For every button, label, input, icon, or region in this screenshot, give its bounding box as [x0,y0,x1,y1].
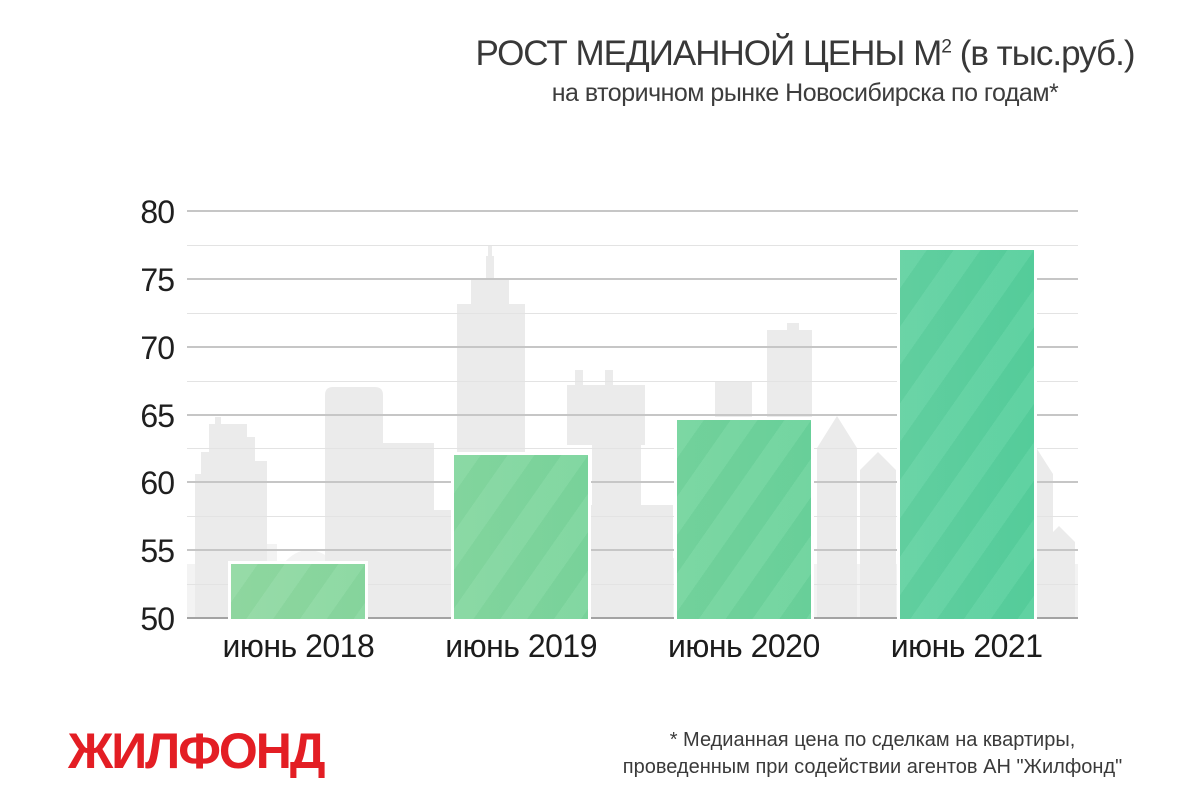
x-tick-label: июнь 2020 [667,628,820,664]
title-superscript: 2 [941,36,952,58]
chart-bar-июнь-2018 [228,560,369,619]
y-tick-label: 70 [140,329,175,366]
chart-bar-июнь-2021 [896,247,1037,619]
gridline-minor [187,448,1078,450]
gridline-major [187,413,1078,416]
title-main: РОСТ МЕДИАННОЙ ЦЕНЫ М [475,34,943,73]
y-tick-label: 75 [140,261,175,298]
gridline-minor [187,244,1078,246]
city-skyline-silhouette [187,246,1078,619]
page-title: РОСТ МЕДИАННОЙ ЦЕНЫ М2 (в тыс.руб.) [420,34,1190,74]
gridline-major [187,481,1078,484]
gridline-minor [187,380,1078,382]
page-subtitle: на вторичном рынке Новосибирска по годам… [551,79,1059,108]
y-tick-label: 55 [140,533,175,570]
gridline-minor [187,312,1078,314]
x-tick-label: июнь 2021 [890,628,1043,664]
y-tick-label: 65 [140,397,175,434]
x-tick-label: июнь 2018 [222,628,375,664]
gridline-minor [187,584,1078,586]
footnote: * Медианная цена по сделкам на квартиры,… [595,727,1150,781]
gridline-major [187,277,1078,280]
footnote-line-1: * Медианная цена по сделкам на квартиры, [669,729,1076,751]
y-tick-label: 60 [140,465,175,502]
footnote-line-2: проведенным при содействии агентов АН "Ж… [622,756,1123,778]
x-tick-label: июнь 2019 [445,628,598,664]
gridline-major [187,345,1078,348]
chart-bar-июнь-2020 [673,416,814,619]
chart-bar-июнь-2019 [451,452,592,619]
gridline-major [187,210,1078,212]
y-tick-label: 80 [140,194,175,230]
gridline-major [187,549,1078,552]
gridline-minor [187,516,1078,518]
title-tail: (в тыс.руб.) [950,34,1136,73]
zhilfond-logo: ЖИЛФОНД [68,723,326,779]
y-tick-label: 50 [140,601,175,637]
axis-baseline [187,617,1078,619]
plot-area: 50 55 60 65 70 75 80 июнь 2018 июнь 2019 июнь 202… [140,196,1078,664]
header: РОСТ МЕДИАННОЙ ЦЕНЫ М2 (в тыс.руб.) на в… [420,34,1190,108]
